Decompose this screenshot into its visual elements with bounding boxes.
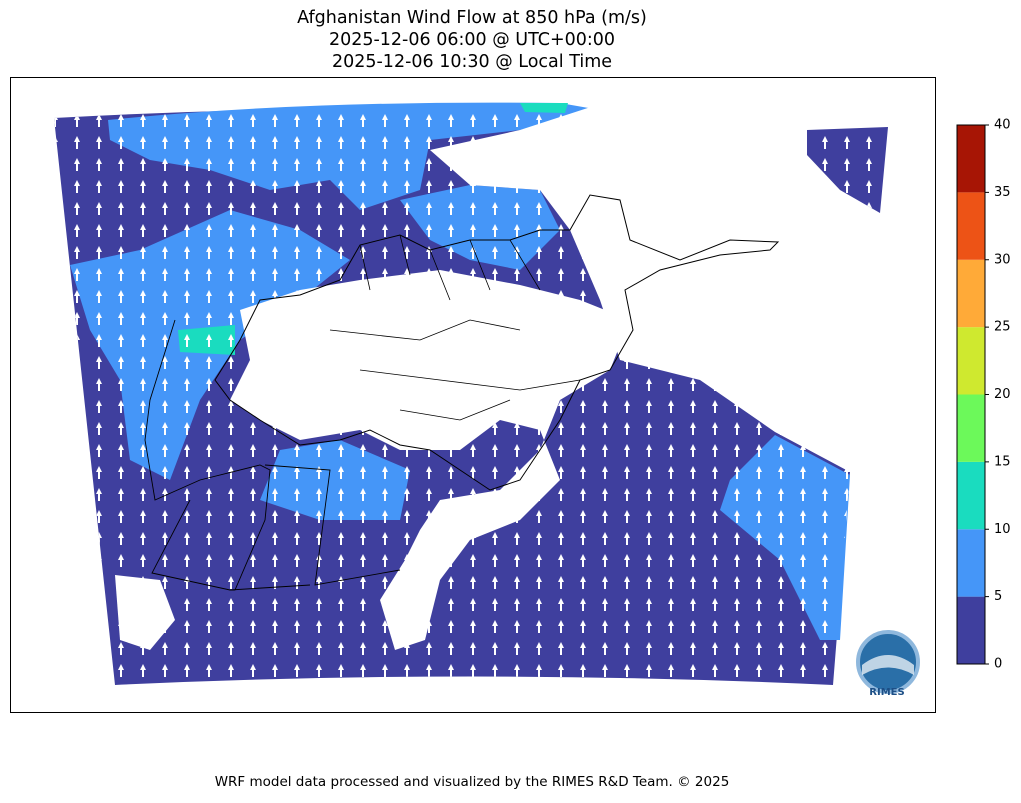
wind-arrows [807, 127, 888, 213]
logo-text: RIMES [869, 687, 904, 698]
logo-wave [862, 655, 914, 675]
colorbar-tick-label: 25 [994, 320, 1011, 335]
colorbar-segment [957, 125, 985, 193]
logo: RIMES [856, 630, 920, 698]
province-border [329, 234, 581, 421]
colorbar-segment [957, 461, 985, 530]
no-data [230, 270, 630, 650]
colorbar-tick-label: 30 [994, 252, 1011, 267]
colorbar-segment [957, 394, 985, 462]
colorbar-tick-label: 0 [994, 657, 1002, 672]
no-data [115, 575, 175, 650]
country-border [144, 319, 401, 591]
colorbar-tick-label: 15 [994, 454, 1011, 469]
footer: WRF model data processed and visualized … [215, 774, 730, 790]
colorbar-segment [957, 529, 985, 597]
colorbar-tick-label: 35 [994, 185, 1011, 200]
colorbar-segment [957, 259, 985, 328]
map: RIMES [10, 77, 936, 713]
no-data [430, 104, 935, 480]
colorbar-segment [957, 327, 985, 395]
title-line: 2025-12-06 06:00 @ UTC+00:00 [329, 30, 615, 50]
colorbar-segment [957, 596, 985, 664]
country-border [214, 194, 780, 491]
colorbar: 0 5 10 15 20 25 30 35 40 [956, 118, 1011, 672]
colorbar-tick-label: 20 [994, 387, 1011, 402]
colorbar-segment [957, 192, 985, 260]
colorbar-tick-label: 10 [994, 522, 1011, 537]
title-line: Afghanistan Wind Flow at 850 hPa (m/s) [297, 8, 647, 28]
colorbar-tick-label: 40 [994, 118, 1011, 133]
title-line: 2025-12-06 10:30 @ Local Time [332, 52, 612, 72]
colorbar-tick-label: 5 [994, 589, 1002, 604]
